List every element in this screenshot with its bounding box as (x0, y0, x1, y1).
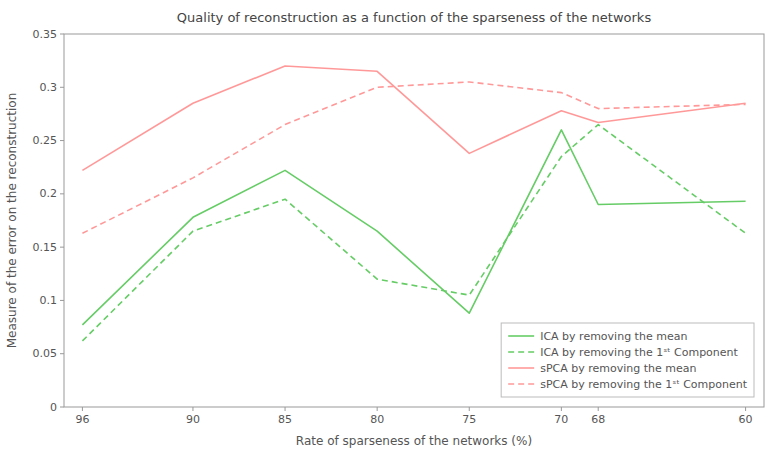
y-tick-label: 0.2 (40, 187, 58, 200)
x-tick-label: 75 (462, 413, 476, 426)
y-tick-label: 0.35 (33, 28, 58, 41)
legend-label: sPCA by removing the mean (540, 362, 696, 375)
legend-frame (501, 323, 754, 397)
y-tick (60, 247, 64, 248)
y-axis-label: Measure of the error on the reconstructi… (5, 93, 19, 349)
y-tick-label: 0.1 (40, 294, 58, 307)
series-line (82, 82, 745, 233)
x-axis: 96 90 85 80 75 70 68 60 (75, 407, 752, 426)
y-tick (60, 34, 64, 35)
x-tick-label: 60 (739, 413, 753, 426)
x-axis-label: Rate of sparseness of the networks (%) (296, 434, 532, 448)
x-tick-label: 70 (554, 413, 568, 426)
y-tick-label: 0.3 (40, 81, 58, 94)
y-tick (60, 407, 64, 408)
plot-frame (64, 34, 764, 407)
legend-swatch (508, 367, 534, 369)
x-tick (598, 407, 599, 411)
y-tick (60, 140, 64, 141)
legend: ICA by removing the mean ICA by removing … (501, 323, 754, 397)
legend-label: ICA by removing the mean (540, 330, 687, 343)
legend-swatch (508, 351, 534, 353)
y-tick (60, 300, 64, 301)
plot-area (82, 66, 745, 341)
x-tick-label: 68 (591, 413, 605, 426)
y-axis: 0 0.05 0.1 0.15 0.2 0.25 0.3 0.35 (33, 28, 65, 414)
y-tick-label: 0.15 (33, 241, 58, 254)
y-tick (60, 87, 64, 88)
x-tick (285, 407, 286, 411)
y-tick-label: 0.05 (33, 347, 58, 360)
legend-swatch (508, 383, 534, 385)
y-tick-label: 0.25 (33, 134, 58, 147)
x-tick (469, 407, 470, 411)
x-tick-label: 90 (186, 413, 200, 426)
x-tick (192, 407, 193, 411)
x-tick-label: 80 (370, 413, 384, 426)
series-line (82, 125, 745, 341)
title: Quality of reconstruction as a function … (177, 10, 652, 25)
x-tick-label: 85 (278, 413, 292, 426)
legend-label: ICA by removing the 1ˢᵗ Component (540, 346, 738, 359)
legend-swatch (508, 335, 534, 337)
y-tick-label: 0 (50, 401, 57, 414)
x-tick-label: 96 (75, 413, 89, 426)
chart: 0 0.05 0.1 0.15 0.2 0.25 0.3 0.35 96 90 85 80 75 70 68… (0, 0, 782, 455)
y-tick (60, 353, 64, 354)
x-tick (561, 407, 562, 411)
x-tick (377, 407, 378, 411)
y-tick (60, 193, 64, 194)
series-line (82, 66, 745, 170)
x-tick (745, 407, 746, 411)
x-tick (82, 407, 83, 411)
legend-label: sPCA by removing the 1ˢᵗ Component (540, 378, 748, 391)
